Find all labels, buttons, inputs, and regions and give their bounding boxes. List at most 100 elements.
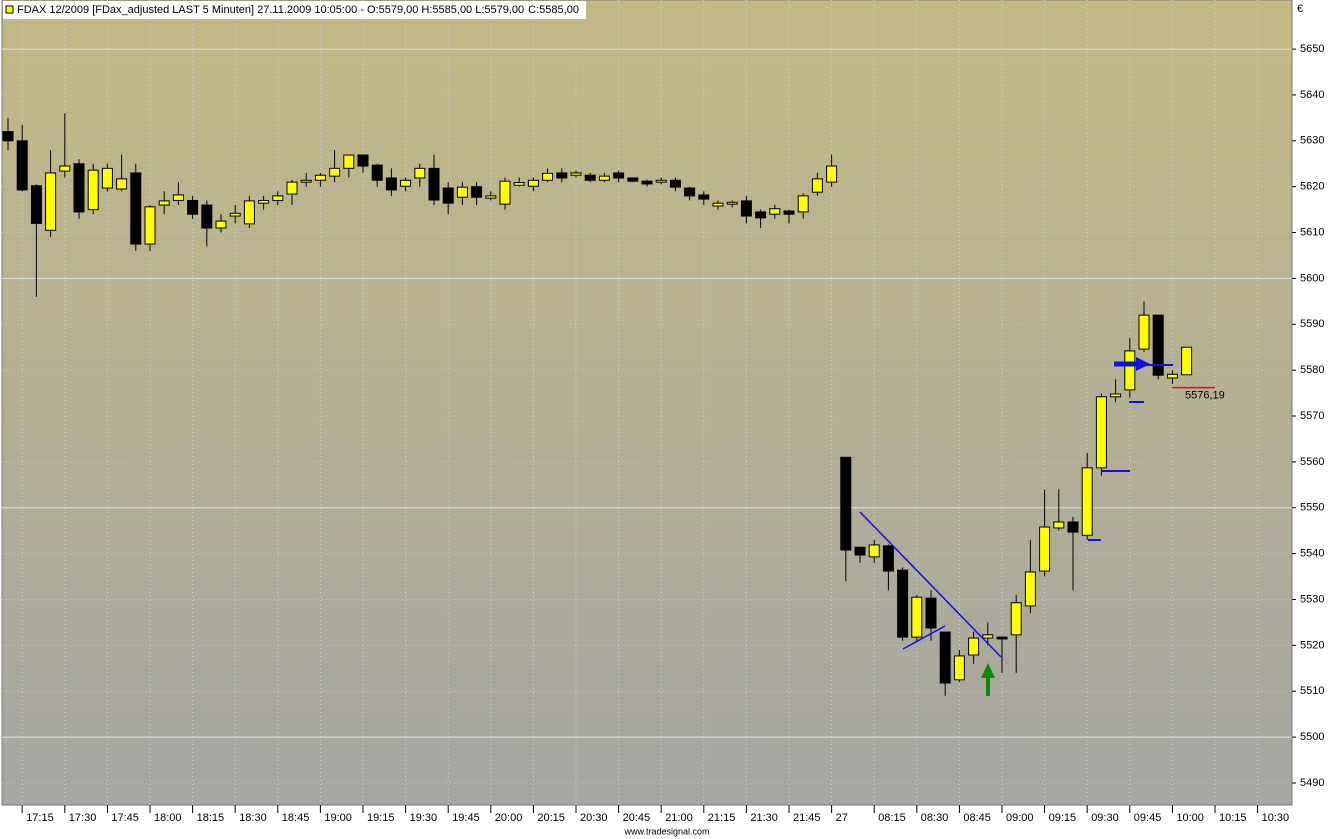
candle-body (87, 169, 99, 211)
x-tick-label: 21:30 (750, 812, 778, 824)
candle-body (556, 172, 568, 179)
candle-body (1124, 350, 1136, 391)
candle-body (769, 208, 781, 215)
candle-body (1181, 346, 1193, 376)
candle-body (471, 186, 483, 198)
candle-body (783, 210, 795, 215)
y-tick-label: 5590 (1300, 318, 1324, 330)
candle-body (968, 637, 980, 656)
candle-body (343, 154, 355, 169)
candle-body (570, 172, 582, 176)
candle-body (45, 172, 57, 231)
candle-body (925, 597, 937, 629)
candle-body (300, 179, 312, 183)
x-tick-label: 18:00 (154, 812, 182, 824)
header-icon (5, 5, 14, 14)
candle-body (655, 179, 667, 183)
y-tick-label: 5600 (1300, 272, 1324, 284)
candle-body (243, 200, 255, 225)
candle-body (726, 201, 738, 205)
candle-body (1138, 314, 1150, 350)
footer: www.tradesignal.com (623, 826, 709, 836)
candle-body (201, 204, 213, 229)
y-tick-label: 5620 (1300, 181, 1324, 193)
candle-body (797, 195, 809, 213)
candle-body (400, 179, 412, 187)
x-tick-label: 10:00 (1176, 812, 1204, 824)
candle-body (485, 195, 497, 199)
y-tick-label: 5610 (1300, 226, 1324, 238)
candle-body (669, 179, 681, 188)
candle-body (641, 180, 653, 185)
y-tick-label: 5510 (1300, 685, 1324, 697)
x-tick-label: 18:30 (239, 812, 267, 824)
y-tick-label: 5550 (1300, 502, 1324, 514)
candle-body (456, 186, 468, 198)
candle-body (584, 174, 596, 181)
candle-body (329, 167, 341, 177)
x-tick-label: 09:15 (1049, 812, 1077, 824)
candle-body (627, 177, 639, 182)
candle-body (30, 185, 42, 224)
candle-body (2, 131, 14, 142)
x-tick-label: 21:15 (708, 812, 736, 824)
candle-body (215, 220, 227, 229)
candle-body (939, 631, 951, 684)
candle-body (1081, 467, 1093, 536)
trend-line (902, 625, 946, 650)
header-close: C:5585,00 (528, 4, 579, 16)
y-tick-label: 5540 (1300, 548, 1324, 560)
candle-body (882, 545, 894, 572)
x-tick-label: 08:45 (963, 812, 991, 824)
arrow-head (1136, 357, 1150, 371)
x-tick-label: 20:15 (537, 812, 565, 824)
candle-body (130, 172, 142, 245)
x-tick-label: 17:30 (69, 812, 97, 824)
y-tick-label: 5530 (1300, 593, 1324, 605)
candle-body (272, 195, 284, 201)
x-tick-label: 20:30 (580, 812, 608, 824)
trend-line (859, 511, 1002, 658)
candle-body (16, 140, 28, 191)
y-tick-label: 5630 (1300, 135, 1324, 147)
y-tick-label: 5560 (1300, 456, 1324, 468)
x-tick-label: 21:00 (665, 812, 693, 824)
y-tick-label: 5650 (1300, 43, 1324, 55)
x-tick-label: 27 (836, 812, 848, 824)
plot (2, 0, 1292, 805)
x-tick-label: 18:45 (282, 812, 310, 824)
candle-body (527, 179, 539, 187)
candle-body (1166, 373, 1178, 379)
candle-body (996, 636, 1008, 640)
candle-body (698, 194, 710, 200)
x-tick-label: 21:45 (793, 812, 821, 824)
x-tick-label: 18:15 (197, 812, 225, 824)
candle-body (428, 167, 440, 201)
candle-body (911, 596, 923, 638)
plot-area (1, 0, 1293, 806)
candle-body (357, 154, 369, 167)
y-tick-label: 5490 (1300, 777, 1324, 789)
candle-body (73, 163, 85, 213)
candle-body (868, 544, 880, 558)
candle-body (158, 200, 170, 206)
candle-body (953, 655, 965, 681)
y-tick-label: 5520 (1300, 639, 1324, 651)
candle-body (116, 178, 128, 190)
candle-body (854, 546, 866, 556)
arrow-head (981, 663, 995, 678)
x-tick-label: 09:45 (1134, 812, 1162, 824)
y-tick-label: 5580 (1300, 364, 1324, 376)
candle-body (811, 178, 823, 193)
x-tick-label: 19:00 (324, 812, 352, 824)
candle-body (513, 182, 525, 186)
candle-body (897, 569, 909, 638)
candle-body (442, 187, 454, 204)
x-tick-label: 20:45 (623, 812, 651, 824)
candle-body (187, 199, 199, 215)
candle-body (101, 167, 113, 189)
x-tick-label: 17:15 (26, 812, 54, 824)
candle-body (1010, 602, 1022, 636)
x-tick-label: 19:15 (367, 812, 395, 824)
price-line-label: 5576,19 (1185, 390, 1225, 402)
